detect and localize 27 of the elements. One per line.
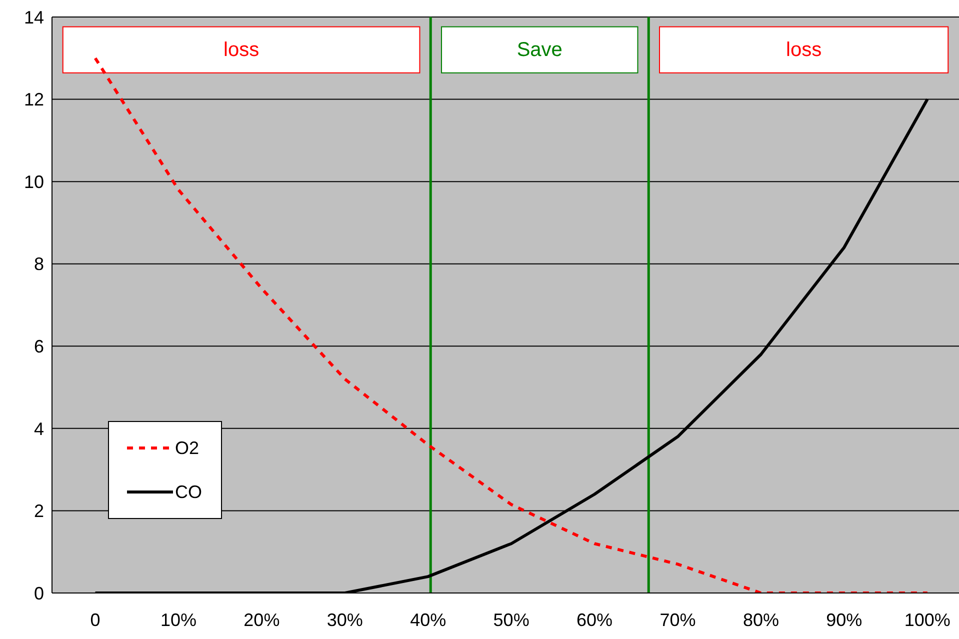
x-tick-label: 90% [826, 610, 862, 630]
y-tick-label: 12 [24, 90, 44, 110]
x-tick-label: 30% [326, 610, 363, 630]
annotation: loss [786, 38, 822, 61]
label-box: loss [659, 26, 949, 74]
x-tick-label: 50% [493, 610, 530, 630]
y-tick-label: 10 [24, 172, 44, 192]
x-tick-label: 70% [660, 610, 696, 630]
x-tick-label: 60% [576, 610, 613, 630]
label-box: loss [62, 26, 420, 74]
x-tick-label: 20% [244, 610, 280, 630]
annotation: Save [516, 38, 562, 61]
x-tick-label: 10% [160, 610, 196, 630]
y-tick-label: 14 [24, 7, 44, 28]
legend-label: CO [175, 482, 202, 502]
x-tick-label: 100% [904, 610, 950, 630]
annotation: loss [224, 38, 260, 61]
x-tick-label: 80% [742, 610, 779, 630]
legend-label: O2 [175, 438, 200, 458]
y-tick-label: 2 [34, 501, 44, 522]
x-tick-label: 40% [410, 610, 446, 630]
label-box: Save [441, 26, 638, 74]
y-tick-label: 4 [34, 418, 44, 439]
y-tick-label: 8 [34, 254, 44, 274]
x-tick-label: 0 [90, 610, 100, 630]
y-tick-label: 6 [34, 336, 44, 357]
y-tick-label: 0 [34, 583, 44, 604]
